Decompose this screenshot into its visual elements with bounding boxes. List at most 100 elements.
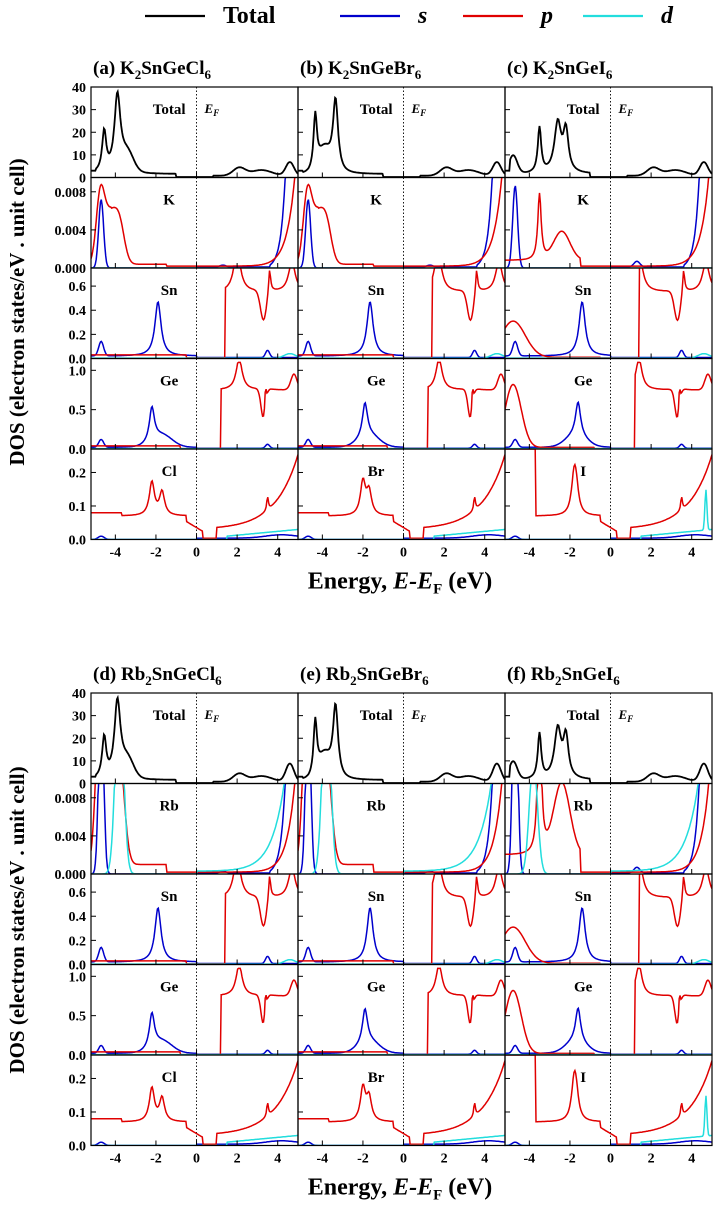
x-tick-label: 4 [688, 546, 695, 561]
y-axis-label-bottom: DOS (electron states/eV . unit cell) [5, 766, 29, 1073]
series-line-s [91, 404, 298, 449]
y-tick-label: 0.4 [69, 304, 87, 319]
subplot-frame [504, 267, 713, 360]
subplot-0: Total EF 0 10 20 30 40 [72, 687, 299, 793]
panel-e: (e) Rb2SnGeBr6 Total EF Rb Sn Ge Br -4 -2 0 2 4 [297, 664, 506, 1167]
x-tick-label: 4 [688, 1152, 695, 1167]
subplot-1: Rb [504, 782, 713, 875]
row-label: K [163, 193, 175, 209]
y-tick-label: 0.0 [69, 534, 87, 549]
y-tick-label: 0.0 [69, 1140, 87, 1155]
panel-title: (e) Rb2SnGeBr6 [300, 664, 429, 688]
series-line-d [91, 528, 298, 540]
y-tick-label: 1.0 [69, 364, 87, 379]
series-line-s [91, 300, 298, 359]
y-tick-label: 0.0 [69, 443, 87, 458]
x-axis-label: Energy, E-EF (eV) [308, 569, 493, 598]
series-group [505, 268, 712, 359]
series-line-s [91, 783, 287, 874]
y-axis-label-top: DOS (electron states/eV . unit cell) [5, 158, 29, 465]
subplot-2: Sn 0.0 0.2 0.4 0.6 [69, 873, 299, 974]
y-tick-label: 0.0 [69, 959, 87, 974]
series-group [91, 967, 298, 1055]
legend-label-0: Total [223, 3, 276, 29]
x-tick-label: -4 [110, 1152, 122, 1167]
row-label: I [580, 464, 586, 480]
row-label: Sn [575, 889, 592, 905]
series-line-s [505, 301, 712, 359]
series-line-s [505, 534, 712, 540]
row-label: Total [360, 102, 393, 118]
chart-legend: Total s p d [145, 3, 674, 29]
series-line-p [505, 177, 710, 267]
fermi-label: EF [411, 707, 427, 724]
subplot-3: Ge [297, 963, 506, 1056]
row-label: Sn [368, 889, 385, 905]
series-group [505, 117, 712, 178]
row-label: Br [368, 464, 385, 480]
series-line-s [91, 906, 298, 965]
series-group [91, 268, 298, 359]
row-label: K [577, 193, 589, 209]
x-tick-label: -2 [357, 546, 369, 561]
series-line-d [505, 489, 712, 540]
series-line-d [298, 528, 505, 540]
subplot-0: Total EF [504, 86, 713, 179]
y-tick-label: 0.000 [55, 868, 87, 883]
panel-title: (a) K2SnGeCl6 [93, 58, 212, 82]
x-tick-label: -2 [564, 1152, 576, 1167]
series-line-p [505, 783, 710, 873]
series-group [505, 449, 712, 540]
fermi-label: EF [618, 707, 634, 724]
series-line-Total [505, 117, 712, 178]
subplot-1: K [297, 176, 506, 269]
subplot-frame [504, 963, 713, 1056]
subplot-frame [504, 873, 713, 966]
series-line-p [298, 454, 505, 539]
series-line-d [91, 1134, 298, 1146]
series-group [298, 874, 505, 965]
series-line-d [298, 1134, 505, 1146]
panel-f: (f) Rb2SnGeI6 Total EF Rb Sn Ge I -4 -2 0 2 4 [504, 664, 713, 1167]
x-tick-label: -4 [317, 546, 329, 561]
x-tick-label: 0 [607, 1152, 614, 1167]
series-line-d [505, 783, 700, 874]
subplot-frame [297, 357, 506, 450]
series-line-p [91, 268, 298, 359]
series-line-s [298, 783, 494, 874]
x-tick-label: 2 [648, 1152, 655, 1167]
x-tick-label: 2 [234, 1152, 241, 1167]
fermi-label: EF [618, 101, 634, 118]
series-line-s [505, 400, 712, 449]
series-group [298, 701, 505, 784]
series-group [91, 454, 298, 540]
fermi-label: EF [204, 707, 220, 724]
series-line-p [505, 449, 712, 539]
y-tick-label: 0 [79, 778, 86, 793]
subplot-3: Ge [297, 357, 506, 450]
panel-b: (b) K2SnGeBr6 Total EF K Sn Ge Br -4 -2 0 2 4 [297, 58, 506, 561]
legend-label-3: d [661, 3, 674, 29]
subplot-frame [297, 692, 506, 785]
series-line-s [505, 1006, 712, 1055]
series-group [298, 177, 505, 268]
y-tick-label: 0.1 [69, 500, 87, 515]
subplot-4: Cl 0.0 0.1 0.2 [69, 448, 299, 549]
row-label: Cl [162, 1070, 177, 1086]
x-tick-label: 0 [400, 546, 407, 561]
y-tick-label: 20 [72, 126, 86, 141]
panel-title: (b) K2SnGeBr6 [300, 58, 422, 82]
y-tick-label: 0.008 [55, 792, 87, 807]
subplot-frame [90, 267, 299, 360]
subplot-4: Cl 0.0 0.1 0.2 [69, 1054, 299, 1155]
series-group [298, 268, 505, 359]
x-tick-label: 2 [441, 1152, 448, 1167]
subplot-1: Rb 0.000 0.004 0.008 [55, 782, 299, 883]
series-line-p [505, 268, 712, 359]
series-group [91, 1060, 298, 1146]
series-line-d [91, 783, 286, 874]
series-line-s [505, 907, 712, 965]
